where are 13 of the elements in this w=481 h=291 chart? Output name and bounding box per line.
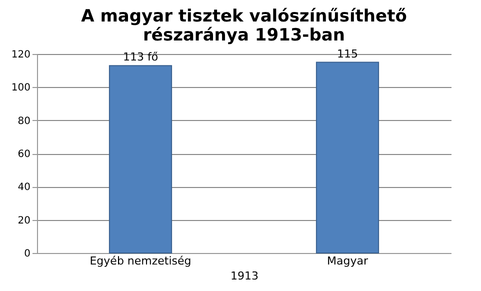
x-tick-label: Magyar — [327, 254, 368, 268]
x-tick-label: Egyéb nemzetiség — [90, 254, 192, 268]
x-axis-title: 1913 — [230, 270, 258, 282]
y-tick-label: 80 — [18, 116, 30, 127]
y-tick-label: 20 — [18, 215, 30, 226]
y-tick-label: 0 — [24, 248, 30, 260]
y-tick-label: 120 — [11, 50, 30, 60]
y-tick-label: 40 — [18, 182, 30, 194]
y-tick-label: 100 — [11, 82, 30, 94]
data-label: 113 fő — [122, 50, 158, 64]
y-tick-label: 60 — [18, 149, 30, 160]
chart-title: A magyar tisztek valószínűsíthető részaránya 1913-ban — [81, 6, 407, 46]
data-label: 115 — [337, 47, 358, 60]
